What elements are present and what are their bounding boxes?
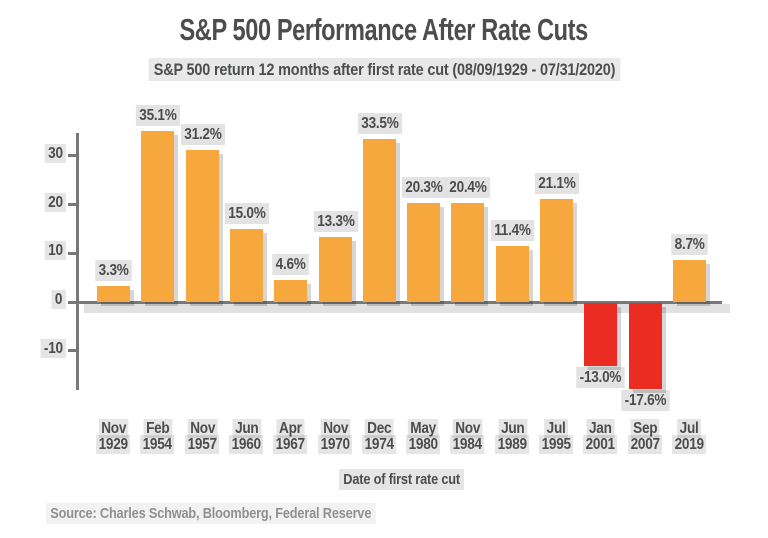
x-tick-year: 1954 (140, 435, 175, 454)
x-axis-title-text: Date of first rate cut (338, 469, 465, 490)
x-tick-label-nov-1984: Nov 1984 (433, 419, 503, 454)
x-axis-title: Date of first rate cut (97, 469, 706, 490)
x-tick-month: May (408, 419, 439, 438)
bar-value-label-nov-1929: 3.3% (66, 260, 162, 281)
y-tick-mark (68, 251, 77, 255)
x-tick-month: Nov (98, 419, 129, 438)
x-tick-month: Sep (630, 419, 661, 438)
x-tick-label-may-1980: May 1980 (389, 419, 459, 454)
bar-value-label-sep-2007: -17.6% (598, 390, 694, 411)
source-note: Source: Charles Schwab, Bloomberg, Feder… (46, 503, 434, 524)
x-tick-label-nov-1957: Nov 1957 (168, 419, 238, 454)
bar-dec-1974 (363, 139, 396, 302)
bar-jul-2019 (673, 260, 706, 302)
y-tick-label: 30 (26, 143, 66, 163)
x-tick-label-nov-1970: Nov 1970 (301, 419, 371, 454)
x-tick-label-jul-1995: Jul 1995 (522, 419, 592, 454)
x-tick-year: 1970 (318, 435, 353, 454)
bar-value-label-jul-2019: 8.7% (642, 234, 738, 255)
bar-value-label-dec-1974: 33.5% (332, 113, 428, 134)
bar-value-label-nov-1984: 20.4% (420, 177, 516, 198)
x-tick-label-apr-1967: Apr 1967 (256, 419, 326, 454)
x-tick-month: Jan (586, 419, 615, 438)
bar-value-label-jun-1989: 11.4% (465, 220, 561, 241)
bar-value-label-nov-1957: 31.2% (155, 124, 251, 145)
x-tick-month: Jun (498, 419, 527, 438)
x-tick-year: 1989 (495, 435, 530, 454)
baseline-shadow (84, 304, 730, 313)
x-tick-year: 1984 (450, 435, 485, 454)
x-tick-year: 1967 (273, 435, 308, 454)
bar-feb-1954 (141, 131, 174, 302)
bar-apr-1967 (274, 280, 307, 302)
bar-value-label-feb-1954: 35.1% (110, 105, 206, 126)
y-tick-mark (68, 203, 77, 207)
bar-sep-2007 (629, 303, 662, 389)
x-tick-label-feb-1954: Feb 1954 (123, 419, 193, 454)
bar-value-label-jun-1960: 15.0% (199, 203, 295, 224)
y-tick-label: 20 (26, 192, 66, 212)
x-tick-year: 2007 (628, 435, 663, 454)
bar-may-1980 (407, 203, 440, 302)
x-tick-year: 1995 (539, 435, 574, 454)
x-tick-month: Jul (544, 419, 569, 438)
y-tick-label: 10 (26, 241, 66, 261)
bar-jun-1960 (230, 229, 263, 302)
x-tick-month: Nov (187, 419, 218, 438)
bar-nov-1929 (97, 286, 130, 302)
page-title: S&P 500 Performance After Rate Cuts (0, 12, 768, 48)
bar-value-label-nov-1970: 13.3% (288, 211, 384, 232)
bar-value-label-jul-1995: 21.1% (509, 173, 605, 194)
x-tick-label-sep-2007: Sep 2007 (611, 419, 681, 454)
y-tick-mark (68, 154, 77, 158)
source-note-text: Source: Charles Schwab, Bloomberg, Feder… (46, 503, 376, 524)
bar-jun-1989 (496, 246, 529, 302)
x-tick-year: 1974 (362, 435, 397, 454)
x-tick-year: 2019 (672, 435, 707, 454)
y-axis-line (76, 133, 79, 390)
x-tick-label-nov-1929: Nov 1929 (79, 419, 149, 454)
bar-value-label-apr-1967: 4.6% (243, 254, 339, 275)
x-tick-year: 1929 (96, 435, 131, 454)
bar-nov-1984 (451, 203, 484, 302)
bar-jul-1995 (540, 199, 573, 302)
x-tick-label-jul-2019: Jul 2019 (655, 419, 725, 454)
bar-value-label-may-1980: 20.3% (376, 177, 472, 198)
x-tick-month: Nov (320, 419, 351, 438)
x-tick-label-jan-2001: Jan 2001 (566, 419, 636, 454)
bar-nov-1957 (186, 150, 219, 302)
y-tick-mark (68, 300, 77, 304)
y-tick-label: 0 (26, 290, 66, 309)
page-title-text: S&P 500 Performance After Rate Cuts (179, 12, 589, 47)
x-tick-month: Feb (143, 419, 172, 438)
x-tick-year: 2001 (583, 435, 618, 454)
x-tick-year: 1980 (406, 435, 441, 454)
x-tick-month: Jul (677, 419, 702, 438)
bar-nov-1970 (319, 237, 352, 302)
x-tick-year: 1960 (229, 435, 264, 454)
bar-jan-2001 (584, 303, 617, 366)
x-tick-month: Jun (232, 419, 261, 438)
chart-subtitle-text: S&P 500 return 12 months after first rat… (148, 58, 620, 81)
x-axis-baseline (76, 300, 722, 304)
y-tick-mark (68, 349, 77, 353)
x-tick-month: Apr (276, 419, 305, 438)
y-tick-label: -10 (26, 338, 66, 358)
bar-value-label-jan-2001: -13.0% (553, 367, 649, 388)
x-tick-label-jun-1960: Jun 1960 (212, 419, 282, 454)
x-tick-month: Nov (452, 419, 483, 438)
x-tick-label-jun-1989: Jun 1989 (478, 419, 548, 454)
chart-subtitle: S&P 500 return 12 months after first rat… (0, 58, 768, 81)
x-tick-label-dec-1974: Dec 1974 (345, 419, 415, 454)
x-tick-month: Dec (364, 419, 395, 438)
x-tick-year: 1957 (185, 435, 220, 454)
